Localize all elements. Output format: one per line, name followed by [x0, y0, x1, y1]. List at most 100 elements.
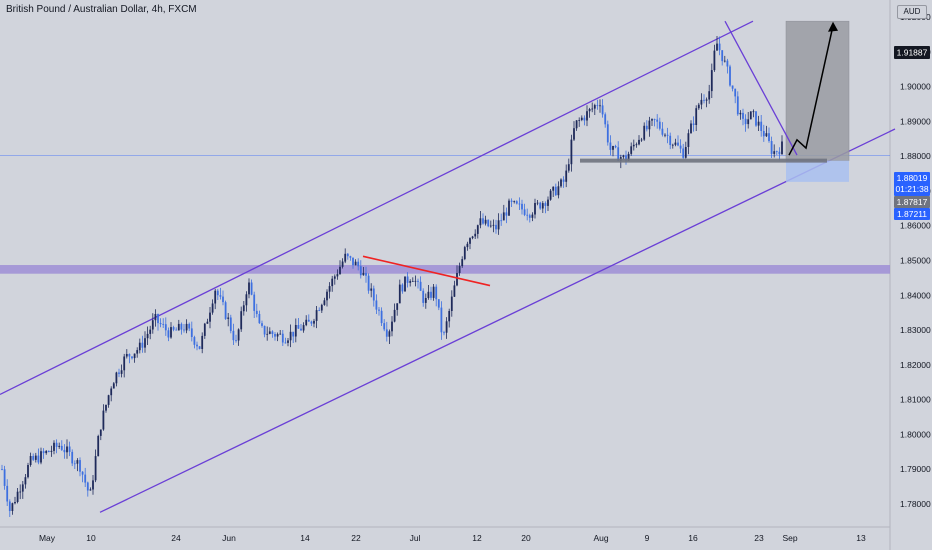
- candle-body: [549, 190, 552, 200]
- candle-body: [658, 121, 661, 129]
- candle-body: [320, 304, 323, 311]
- currency-selector[interactable]: AUD: [897, 5, 927, 19]
- candle-body: [469, 238, 471, 244]
- candle-body: [128, 354, 131, 357]
- candle-body: [523, 209, 526, 215]
- channel-upper-line[interactable]: [0, 20, 754, 396]
- candle-body: [211, 303, 214, 313]
- candle-body: [107, 395, 110, 405]
- candle-body: [742, 112, 744, 119]
- candle-body: [445, 321, 448, 333]
- level-2-badge-bg: [894, 208, 930, 220]
- candle-body: [92, 480, 94, 490]
- x-tick-label: 10: [86, 533, 96, 543]
- candle-body: [71, 451, 74, 464]
- candle-body: [131, 356, 133, 359]
- horizontal-zone[interactable]: [0, 265, 890, 274]
- candle-body: [40, 451, 42, 463]
- candle-body: [190, 328, 193, 337]
- candle-body: [216, 290, 219, 296]
- candle-body: [60, 445, 63, 450]
- target-zone-box[interactable]: [785, 20, 850, 161]
- y-tick-label: 1.82000: [900, 360, 931, 370]
- candle-body: [565, 170, 568, 182]
- candle-body: [552, 186, 555, 191]
- candle-body: [398, 284, 401, 304]
- candle-body: [196, 344, 198, 347]
- candle-body: [567, 164, 570, 171]
- candle-body: [450, 296, 453, 311]
- descending-trendline[interactable]: [724, 20, 798, 156]
- candle-body: [14, 502, 16, 504]
- level-2-badge: 1.87211: [894, 208, 930, 220]
- x-tick-label: 20: [521, 533, 531, 543]
- red-trendline[interactable]: [362, 255, 491, 287]
- candle-body: [258, 314, 261, 324]
- candle-body: [383, 323, 386, 330]
- channel-lower-line[interactable]: [99, 128, 896, 513]
- x-tick-label: Jun: [222, 533, 236, 543]
- candle-body: [378, 309, 380, 311]
- candle-body: [53, 442, 55, 451]
- candle-body: [97, 436, 100, 457]
- candle-body: [6, 485, 9, 502]
- candle-body: [84, 474, 87, 483]
- candle-body: [391, 321, 393, 332]
- candle-body: [24, 477, 27, 485]
- current-price-badge: 1.88019 01:21:38: [894, 172, 930, 196]
- candle-body: [476, 225, 479, 234]
- candle-body: [729, 66, 731, 86]
- candle-body: [583, 117, 586, 121]
- candle-body: [8, 501, 11, 511]
- candle-body: [482, 218, 484, 224]
- candle-body: [307, 319, 310, 322]
- candle-body: [409, 281, 412, 283]
- candle-body: [302, 325, 305, 331]
- candle-body: [612, 146, 614, 150]
- level-1-badge-bg: [894, 196, 930, 208]
- candle-body: [591, 108, 594, 110]
- candle-body: [453, 285, 456, 297]
- projection-arrow[interactable]: [788, 25, 834, 156]
- candle-body: [622, 155, 625, 158]
- candle-body: [448, 311, 451, 322]
- candle-body: [573, 128, 575, 140]
- candle-body: [736, 96, 739, 115]
- candle-body: [458, 266, 461, 273]
- candle-body: [648, 120, 651, 130]
- candle-body: [242, 305, 245, 312]
- time-axis[interactable]: May 10 24 Jun 14 22 Jul 12 20 Aug 9 16 23 Sep 13: [39, 533, 866, 543]
- candle-body: [29, 456, 32, 465]
- candle-body: [149, 329, 152, 334]
- candle-body: [287, 340, 289, 343]
- current-price-badge-bg: [894, 172, 930, 196]
- candle-body: [609, 142, 612, 150]
- candle-body: [515, 201, 518, 204]
- candle-body: [219, 295, 222, 297]
- y-tick-label: 1.80000: [900, 429, 931, 439]
- stop-zone-box[interactable]: [786, 160, 849, 182]
- candle-body: [666, 134, 669, 136]
- candle-body: [164, 324, 167, 331]
- candle-body: [677, 142, 679, 146]
- candle-body: [123, 356, 126, 371]
- candle-body: [232, 330, 235, 341]
- candle-body: [697, 104, 700, 109]
- candle-body: [778, 151, 781, 155]
- candle-body: [570, 139, 573, 165]
- candle-body: [237, 329, 240, 341]
- candle-body: [141, 342, 144, 348]
- level-1-badge: 1.87817: [894, 196, 930, 208]
- candle-body: [172, 327, 175, 330]
- candle-body: [203, 323, 206, 336]
- candle-body: [157, 314, 159, 324]
- y-tick-label: 1.86000: [900, 221, 931, 231]
- candle-body: [11, 503, 14, 511]
- candle-body: [120, 370, 123, 374]
- candle-body: [198, 346, 201, 349]
- price-axis[interactable]: 1.78000 1.79000 1.80000 1.81000 1.82000 1.830…: [900, 12, 931, 509]
- candle-body: [245, 294, 248, 306]
- candle-body: [45, 451, 48, 454]
- candle-body: [86, 482, 89, 491]
